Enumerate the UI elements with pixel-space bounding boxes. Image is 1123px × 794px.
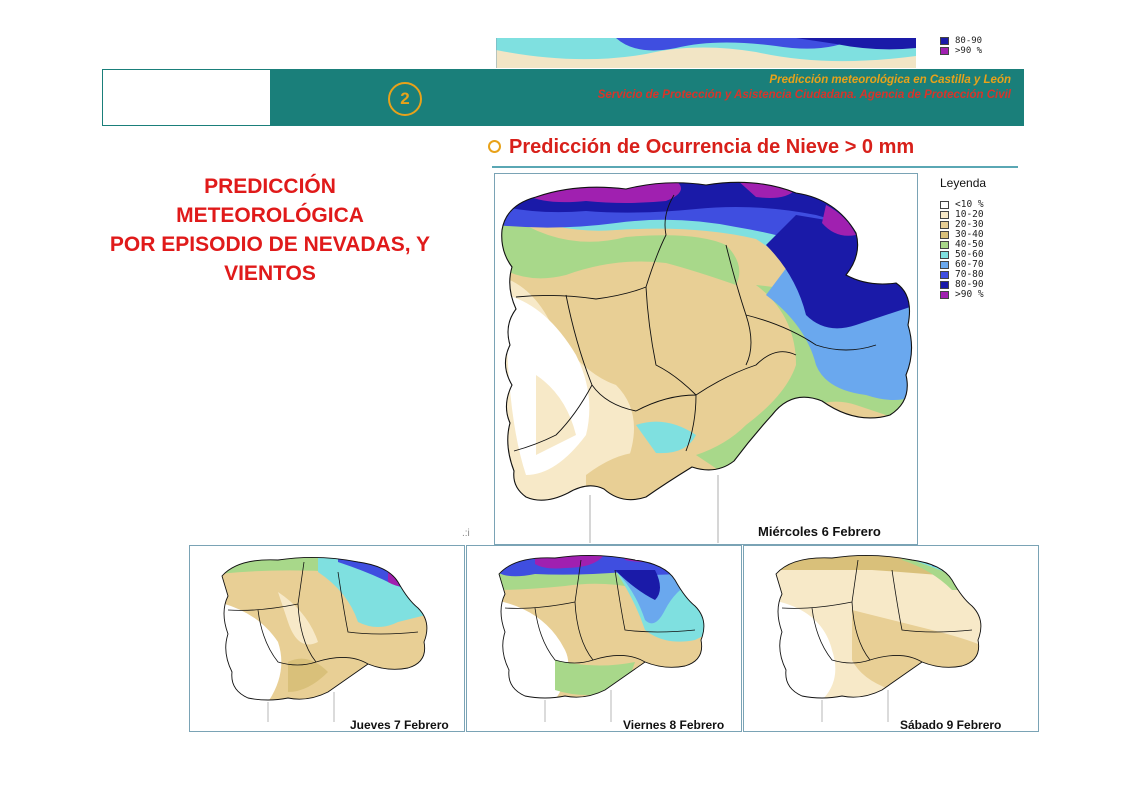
legend-item: >90 % <box>940 288 986 300</box>
legend-label: >90 % <box>955 46 983 56</box>
header-subtitle: Predicción meteorológica en Castilla y L… <box>769 74 1011 86</box>
resize-handle-icon: .:i <box>462 528 470 539</box>
legend-label: 60-70 <box>955 258 984 270</box>
legend-swatch <box>940 37 949 45</box>
legend: Leyenda <10 % 10-20 20-30 30-40 40-50 50… <box>940 176 986 300</box>
header-logo-box <box>102 69 271 126</box>
main-snow-probability-map <box>501 181 913 543</box>
legend-label: 70-80 <box>955 268 984 280</box>
legend-swatch <box>940 241 949 249</box>
circle-bullet-icon <box>488 140 501 153</box>
legend-item: >90 % <box>940 46 982 56</box>
legend-swatch <box>940 271 949 279</box>
legend-label: 80-90 <box>955 36 983 46</box>
legend-item: 20-30 <box>940 218 986 230</box>
page-number-badge: 2 <box>388 82 422 116</box>
previous-map-strip <box>496 38 916 68</box>
legend-swatch <box>940 291 949 299</box>
legend-label: <10 % <box>955 198 984 210</box>
page-title-line: POR EPISODIO DE NEVADAS, Y <box>109 233 431 256</box>
legend-item: 40-50 <box>940 238 986 250</box>
previous-legend-partial: 80-90 >90 % <box>940 36 982 56</box>
legend-label: 40-50 <box>955 238 984 250</box>
legend-label: 30-40 <box>955 228 984 240</box>
page-title-line: PREDICCIÓN <box>204 175 336 198</box>
legend-label: >90 % <box>955 288 984 300</box>
legend-item: 60-70 <box>940 258 986 270</box>
legend-swatch <box>940 231 949 239</box>
legend-item: 50-60 <box>940 248 986 260</box>
map-date-caption: Jueves 7 Febrero <box>350 718 449 732</box>
legend-swatch <box>940 201 949 209</box>
legend-item: 30-40 <box>940 228 986 240</box>
legend-label: 80-90 <box>955 278 984 290</box>
small-snow-map <box>498 554 705 722</box>
small-map-frame <box>466 545 742 732</box>
legend-item: 80-90 <box>940 278 986 290</box>
small-map-frame <box>743 545 1039 732</box>
legend-items: <10 % 10-20 20-30 30-40 40-50 50-60 60-7… <box>940 198 986 300</box>
map-date-caption: Viernes 8 Febrero <box>623 718 725 732</box>
legend-swatch <box>940 47 949 55</box>
page-title-line: METEOROLÓGICA <box>176 204 364 227</box>
page-title: PREDICCIÓN METEOROLÓGICA POR EPISODIO DE… <box>80 172 460 288</box>
small-snow-map <box>775 554 982 722</box>
page-title-line: VIENTOS <box>224 262 316 285</box>
legend-label: 10-20 <box>955 208 984 220</box>
map-date-caption: Miércoles 6 Febrero <box>758 524 881 539</box>
title-divider <box>492 166 1018 168</box>
header-agency: Servicio de Protección y Asistencia Ciud… <box>597 89 1011 101</box>
legend-swatch <box>940 261 949 269</box>
legend-swatch <box>940 211 949 219</box>
small-snow-map <box>221 556 428 722</box>
legend-label: 50-60 <box>955 248 984 260</box>
map-date-caption: Sábado 9 Febrero <box>900 718 1002 732</box>
legend-item: 10-20 <box>940 208 986 220</box>
legend-title: Leyenda <box>940 176 987 190</box>
legend-swatch <box>940 251 949 259</box>
legend-swatch <box>940 221 949 229</box>
legend-item: 70-80 <box>940 268 986 280</box>
legend-item: 80-90 <box>940 36 982 46</box>
legend-item: <10 % <box>940 198 986 210</box>
small-map-frame <box>189 545 465 732</box>
section-title: Predicción de Ocurrencia de Nieve > 0 mm <box>509 136 915 158</box>
legend-label: 20-30 <box>955 218 984 230</box>
legend-swatch <box>940 281 949 289</box>
